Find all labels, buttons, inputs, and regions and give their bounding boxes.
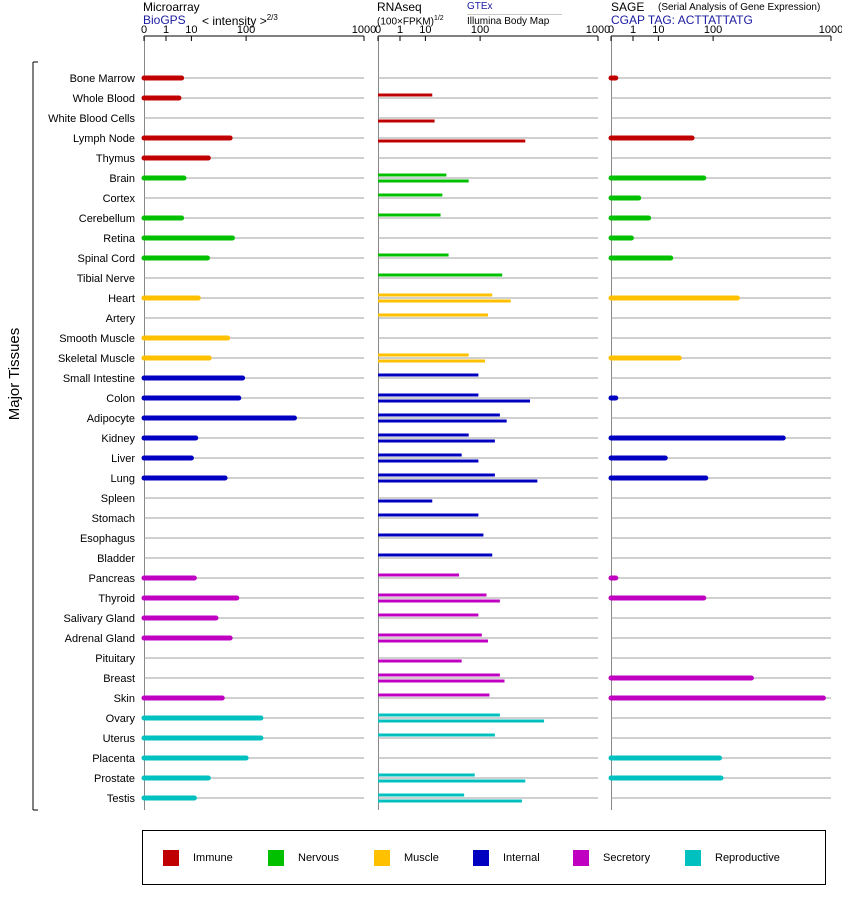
tick-label: 10 bbox=[652, 24, 664, 36]
tissue-label: Testis bbox=[107, 793, 136, 805]
microarray-unit: < intensity >2/3 bbox=[202, 13, 278, 28]
tick-label: 0 bbox=[608, 24, 614, 36]
tick-label: 1 bbox=[397, 24, 403, 36]
tissue-label: Bladder bbox=[97, 553, 135, 565]
rnaseq-source-gtex: GTEx bbox=[467, 1, 493, 12]
tick-label: 100 bbox=[471, 24, 489, 36]
tissue-label: Salivary Gland bbox=[63, 613, 135, 625]
legend-label-immune: Immune bbox=[193, 852, 233, 864]
tick-label: 1000 bbox=[352, 24, 376, 36]
legend-swatch-muscle bbox=[374, 850, 390, 866]
tick-label: 10 bbox=[419, 24, 431, 36]
tissue-label: Bone Marrow bbox=[70, 73, 135, 85]
sage-title: SAGE bbox=[611, 0, 645, 14]
tissue-label: Spinal Cord bbox=[78, 253, 135, 265]
tissue-label: Cortex bbox=[103, 193, 136, 205]
rnaseq-title: RNAseq bbox=[377, 0, 422, 14]
legend-swatch-secretory bbox=[573, 850, 589, 866]
tissue-label: Placenta bbox=[92, 753, 136, 765]
tick-label: 1000 bbox=[819, 24, 842, 36]
tissue-label: Prostate bbox=[94, 773, 135, 785]
tick-label: 1 bbox=[630, 24, 636, 36]
legend-label-muscle: Muscle bbox=[404, 852, 439, 864]
tissue-label: Smooth Muscle bbox=[59, 333, 135, 345]
microarray-unit-text: < intensity > bbox=[202, 14, 267, 28]
legend-item-nervous: Nervous bbox=[268, 850, 339, 866]
tissue-label: Kidney bbox=[101, 433, 135, 445]
tissue-label: Spleen bbox=[101, 493, 135, 505]
legend-item-muscle: Muscle bbox=[374, 850, 439, 866]
tissue-label: Thymus bbox=[96, 153, 136, 165]
legend-swatch-nervous bbox=[268, 850, 284, 866]
tissue-label: Skin bbox=[114, 693, 135, 705]
tick-label: 10 bbox=[185, 24, 197, 36]
legend-item-reproductive: Reproductive bbox=[685, 850, 780, 866]
legend-label-nervous: Nervous bbox=[298, 852, 339, 864]
tissue-label: Uterus bbox=[103, 733, 136, 745]
legend-swatch-reproductive bbox=[685, 850, 701, 866]
rnaseq-source-separator bbox=[467, 14, 562, 15]
tissue-label: Heart bbox=[108, 293, 135, 305]
tissue-label: Breast bbox=[103, 673, 135, 685]
rnaseq-unit: (100×FPKM)1/2 bbox=[377, 15, 444, 27]
legend-item-secretory: Secretory bbox=[573, 850, 650, 866]
tick-label: 100 bbox=[704, 24, 722, 36]
tissue-label: Lung bbox=[111, 473, 135, 485]
tissue-label: Colon bbox=[106, 393, 135, 405]
tissue-label: Liver bbox=[111, 453, 135, 465]
tissue-label: Stomach bbox=[92, 513, 135, 525]
tick-label: 1000 bbox=[586, 24, 610, 36]
rnaseq-unit-exp: 1/2 bbox=[433, 15, 444, 22]
y-axis-label: Major Tissues bbox=[6, 328, 23, 421]
tissue-label: Lymph Node bbox=[73, 133, 135, 145]
tick-label: 0 bbox=[141, 24, 147, 36]
tissue-label: Artery bbox=[106, 313, 136, 325]
microarray-title: Microarray bbox=[143, 0, 200, 14]
tissue-label: Skeletal Muscle bbox=[58, 353, 135, 365]
tissue-label: Small Intestine bbox=[63, 373, 135, 385]
legend-swatch-internal bbox=[473, 850, 489, 866]
rnaseq-unit-text: (100×FPKM) bbox=[377, 16, 434, 28]
legend: Immune Nervous Muscle Internal Secretory… bbox=[142, 830, 826, 885]
tissue-label: Adrenal Gland bbox=[65, 633, 135, 645]
tissue-label: Pituitary bbox=[95, 653, 135, 665]
legend-swatch-immune bbox=[163, 850, 179, 866]
tissue-label: Ovary bbox=[106, 713, 136, 725]
tick-label: 0 bbox=[375, 24, 381, 36]
legend-label-internal: Internal bbox=[503, 852, 540, 864]
tissue-label: Tibial Nerve bbox=[77, 273, 135, 285]
tick-label: 1 bbox=[163, 24, 169, 36]
tissue-label: Cerebellum bbox=[79, 213, 135, 225]
tissue-label: Thyroid bbox=[98, 593, 135, 605]
tick-label: 100 bbox=[237, 24, 255, 36]
tissue-label: Pancreas bbox=[89, 573, 136, 585]
legend-item-immune: Immune bbox=[163, 850, 233, 866]
tissue-label: Retina bbox=[103, 233, 136, 245]
tissue-label: Whole Blood bbox=[73, 93, 135, 105]
sage-tag: CGAP TAG: ACTTATTATG bbox=[611, 13, 753, 27]
legend-label-reproductive: Reproductive bbox=[715, 852, 780, 864]
tissue-label: White Blood Cells bbox=[48, 113, 135, 125]
legend-item-internal: Internal bbox=[473, 850, 540, 866]
sage-subtitle: (Serial Analysis of Gene Expression) bbox=[658, 2, 821, 13]
microarray-source: BioGPS bbox=[143, 13, 186, 27]
legend-label-secretory: Secretory bbox=[603, 852, 651, 864]
microarray-unit-exp: 2/3 bbox=[266, 13, 278, 22]
tissue-label: Esophagus bbox=[80, 533, 136, 545]
rnaseq-source-ibm: Illumina Body Map bbox=[467, 16, 550, 27]
tissue-label: Brain bbox=[109, 173, 135, 185]
tissue-label: Adipocyte bbox=[87, 413, 135, 425]
